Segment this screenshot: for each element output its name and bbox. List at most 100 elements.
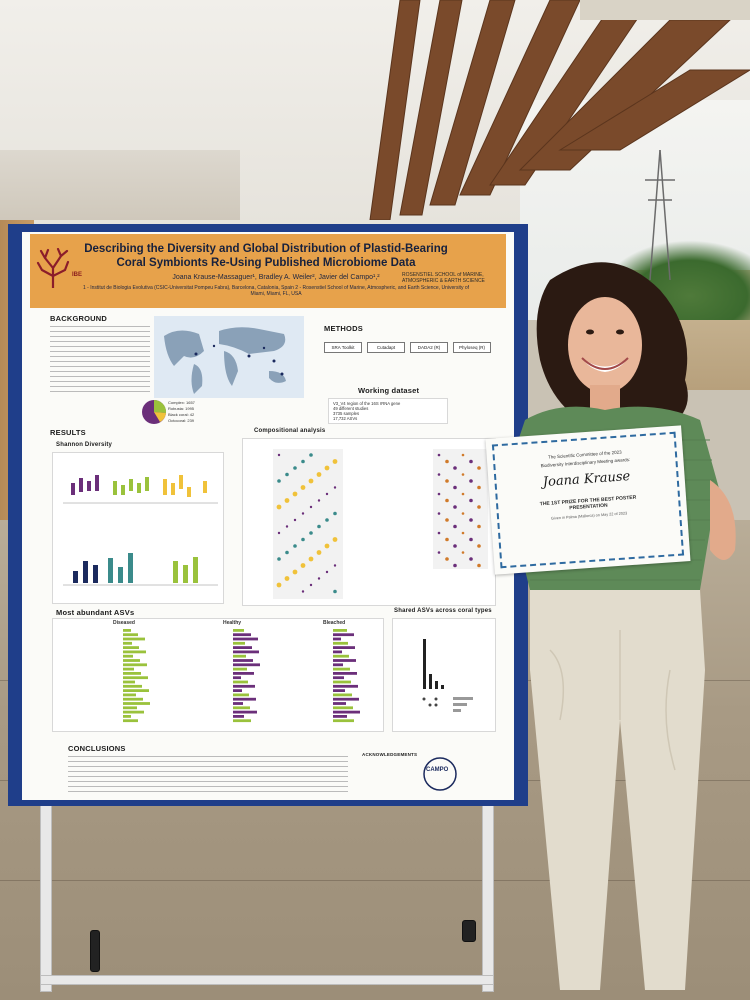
matrix-dot: [477, 524, 481, 529]
abundance-bar: [233, 654, 246, 658]
abundance-bar: [233, 684, 255, 688]
matrix-dot: [333, 486, 337, 489]
presenter: [496, 262, 736, 990]
matrix-dot: [469, 518, 473, 522]
matrix-dot: [285, 550, 289, 555]
abundance-bar: [233, 646, 252, 649]
matrix-dot: [437, 551, 441, 554]
matrix-dot: [309, 505, 313, 509]
abundance-bar: [333, 706, 353, 710]
abundance-bar: [233, 706, 250, 710]
matrix-dot: [301, 512, 305, 515]
abundance-bar: [233, 659, 253, 662]
matrix-dot: [437, 512, 441, 515]
legend-item: Octocoral: 239: [168, 418, 195, 423]
abundance-bar: [333, 689, 345, 692]
abundance-bar: [123, 646, 139, 649]
abundance-bar: [123, 706, 137, 710]
matrix-dot: [461, 492, 465, 496]
matrix-dot: [277, 453, 281, 457]
method-step: SRA Toolkit: [324, 342, 362, 353]
matrix-dot: [477, 544, 481, 548]
matrix-dot: [469, 557, 473, 561]
abundance-bar: [233, 697, 256, 701]
matrix-dot: [309, 531, 313, 535]
abundance-bar: [233, 689, 242, 692]
matrix-dot: [284, 498, 290, 503]
poster: IBE Describing the Diversity and Global …: [22, 232, 514, 800]
poster-title: Describing the Diversity and Global Dist…: [84, 243, 448, 269]
abundance-bar: [333, 697, 359, 701]
matrix-dot: [317, 577, 321, 580]
dataset-line: V3_V4 region of the 16S rRNA gene: [333, 401, 401, 406]
abundance-bar: [233, 641, 245, 645]
wooden-louvers: [369, 0, 750, 220]
dot-matrix: [273, 449, 488, 599]
abundance-bar: [233, 629, 244, 632]
abundance-bar: [123, 633, 138, 637]
easel-wheel: [462, 920, 476, 942]
abundance-bar: [233, 693, 249, 697]
section-results: RESULTS: [50, 428, 86, 437]
power-pylon: [645, 150, 675, 280]
abundance-bar: [333, 719, 354, 723]
matrix-dot: [461, 551, 465, 554]
matrix-dot: [333, 564, 337, 567]
abundance-bar: [123, 654, 133, 658]
matrix-dot: [277, 479, 281, 483]
matrix-dot: [445, 459, 449, 464]
section-acknowledgements: ACKNOWLEDGEMENTS: [362, 752, 418, 757]
matrix-dot: [293, 544, 297, 548]
matrix-dot: [461, 531, 465, 535]
campo-logo-text: CAMPO: [426, 767, 449, 773]
matrix-dot: [292, 569, 298, 575]
rosenstiel-logo: ROSENSTIEL SCHOOL of MARINE, ATMOSPHERIC…: [402, 272, 485, 284]
abundance-bar: [123, 629, 131, 632]
matrix-dot: [477, 485, 481, 490]
abundance-bar: [123, 637, 145, 641]
abundance-bar: [233, 663, 260, 667]
legend-item: Robusta: 1995: [168, 406, 195, 411]
easel-leg-left: [40, 800, 52, 992]
abundance-bar: [233, 650, 259, 654]
matrix-dot: [301, 459, 305, 464]
section-compositional: Compositional analysis: [254, 428, 326, 434]
abundance-bar: [233, 702, 243, 705]
matrix-dot: [469, 537, 473, 542]
abundance-bar: [123, 663, 147, 667]
abundance-bar: [233, 637, 258, 641]
section-shared: Shared ASVs across coral types: [394, 608, 492, 614]
abundance-bar: [123, 650, 146, 654]
matrix-dot: [437, 473, 441, 476]
abundance-bar: [233, 710, 257, 714]
poster-affiliations: 1 - Institut de Biologia Evolutiva (CSIC…: [82, 285, 469, 297]
abundance-bar: [333, 667, 350, 671]
matrix-dot: [316, 550, 322, 555]
abundance-bar: [333, 702, 346, 705]
conclusions-text: [68, 756, 348, 796]
world-map: [154, 316, 304, 398]
matrix-dot: [453, 505, 457, 509]
abundance-bar: [333, 646, 355, 649]
matrix-dot: [453, 524, 457, 529]
dataset-box: V3_V4 region of the 16S rRNA gene 49 dif…: [328, 398, 448, 424]
upset-plot: [422, 639, 473, 712]
matrix-dot: [437, 531, 441, 535]
abundance-bar: [333, 641, 348, 645]
method-step: Phyloseq (R): [453, 342, 491, 353]
matrix-dot: [453, 544, 457, 548]
section-background: BACKGROUND: [50, 314, 107, 323]
matrix-dot: [477, 563, 481, 568]
abundance-bar: [123, 676, 148, 680]
abundance-bar: [123, 697, 143, 701]
abundance-bar: [333, 693, 352, 697]
matrix-dot: [292, 491, 298, 497]
easel-base: [40, 975, 494, 985]
dataset-line: 17,732 ASVs: [333, 416, 358, 421]
abundance-bar: [333, 715, 347, 718]
abundance-bar: [233, 633, 251, 637]
group-label: Diseased: [113, 620, 135, 626]
abundance-bar: [123, 715, 131, 718]
method-step: DADA2 (R): [410, 342, 448, 353]
section-conclusions: CONCLUSIONS: [68, 744, 126, 753]
